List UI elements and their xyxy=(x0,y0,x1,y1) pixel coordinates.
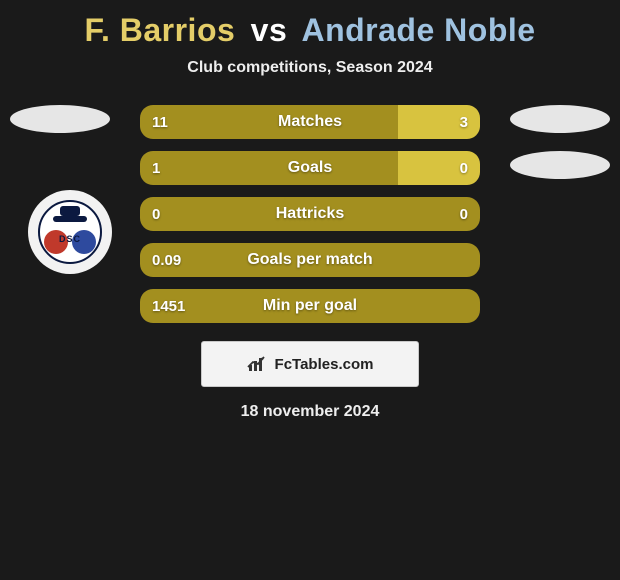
stat-value-right: 3 xyxy=(460,105,468,139)
stat-value-left: 0.09 xyxy=(152,243,181,277)
title-left: F. Barrios xyxy=(84,12,235,48)
date-text: 18 november 2024 xyxy=(0,403,620,421)
stat-value-left: 1 xyxy=(152,151,160,185)
team-badge-left xyxy=(10,105,110,133)
stat-row-hattricks: Hattricks00 xyxy=(0,197,620,231)
stat-value-left: 0 xyxy=(152,197,160,231)
stat-bar xyxy=(140,151,480,185)
brand-watermark: FcTables.com xyxy=(201,341,419,387)
stat-bar xyxy=(140,105,480,139)
team-badge-right xyxy=(510,105,610,133)
stat-value-right: 0 xyxy=(460,197,468,231)
chart-icon xyxy=(247,355,269,373)
stat-bar xyxy=(140,289,480,323)
stat-value-left: 11 xyxy=(152,105,168,139)
stat-row-gpm: Goals per match0.09 xyxy=(0,243,620,277)
stat-bar-left xyxy=(140,151,398,185)
brand-text: FcTables.com xyxy=(275,356,374,373)
title-right: Andrade Noble xyxy=(301,12,535,48)
stat-bar xyxy=(140,197,480,231)
team-badge-right xyxy=(510,151,610,179)
subtitle: Club competitions, Season 2024 xyxy=(0,59,620,77)
stat-row-goals: Goals10 xyxy=(0,151,620,185)
stat-value-right: 0 xyxy=(460,151,468,185)
stat-bar-left xyxy=(140,243,480,277)
stat-value-left: 1451 xyxy=(152,289,185,323)
stat-bar-left xyxy=(140,289,480,323)
stat-row-mpg: Min per goal1451 xyxy=(0,289,620,323)
page-title: F. Barrios vs Andrade Noble xyxy=(0,12,620,49)
stat-rows: Matches113Goals10Hattricks00Goals per ma… xyxy=(0,105,620,323)
comparison-card: F. Barrios vs Andrade Noble Club competi… xyxy=(0,12,620,580)
stat-bar xyxy=(140,243,480,277)
title-vs: vs xyxy=(251,12,288,48)
stat-bar-left xyxy=(140,105,398,139)
stat-bar-left xyxy=(140,197,480,231)
stat-row-matches: Matches113 xyxy=(0,105,620,139)
